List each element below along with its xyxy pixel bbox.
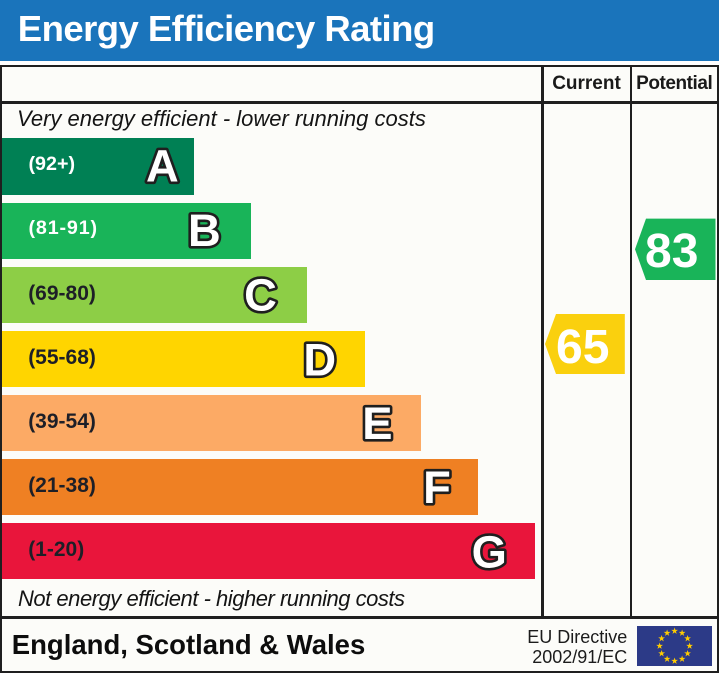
svg-text:A: A — [146, 141, 179, 192]
svg-text:F: F — [423, 462, 451, 513]
svg-text:65: 65 — [556, 321, 609, 374]
svg-text:C: C — [244, 269, 277, 320]
svg-text:D: D — [303, 334, 336, 385]
svg-text:B: B — [188, 205, 221, 256]
svg-text:G: G — [472, 526, 507, 577]
svg-text:E: E — [362, 398, 392, 449]
svg-text:83: 83 — [645, 225, 698, 278]
